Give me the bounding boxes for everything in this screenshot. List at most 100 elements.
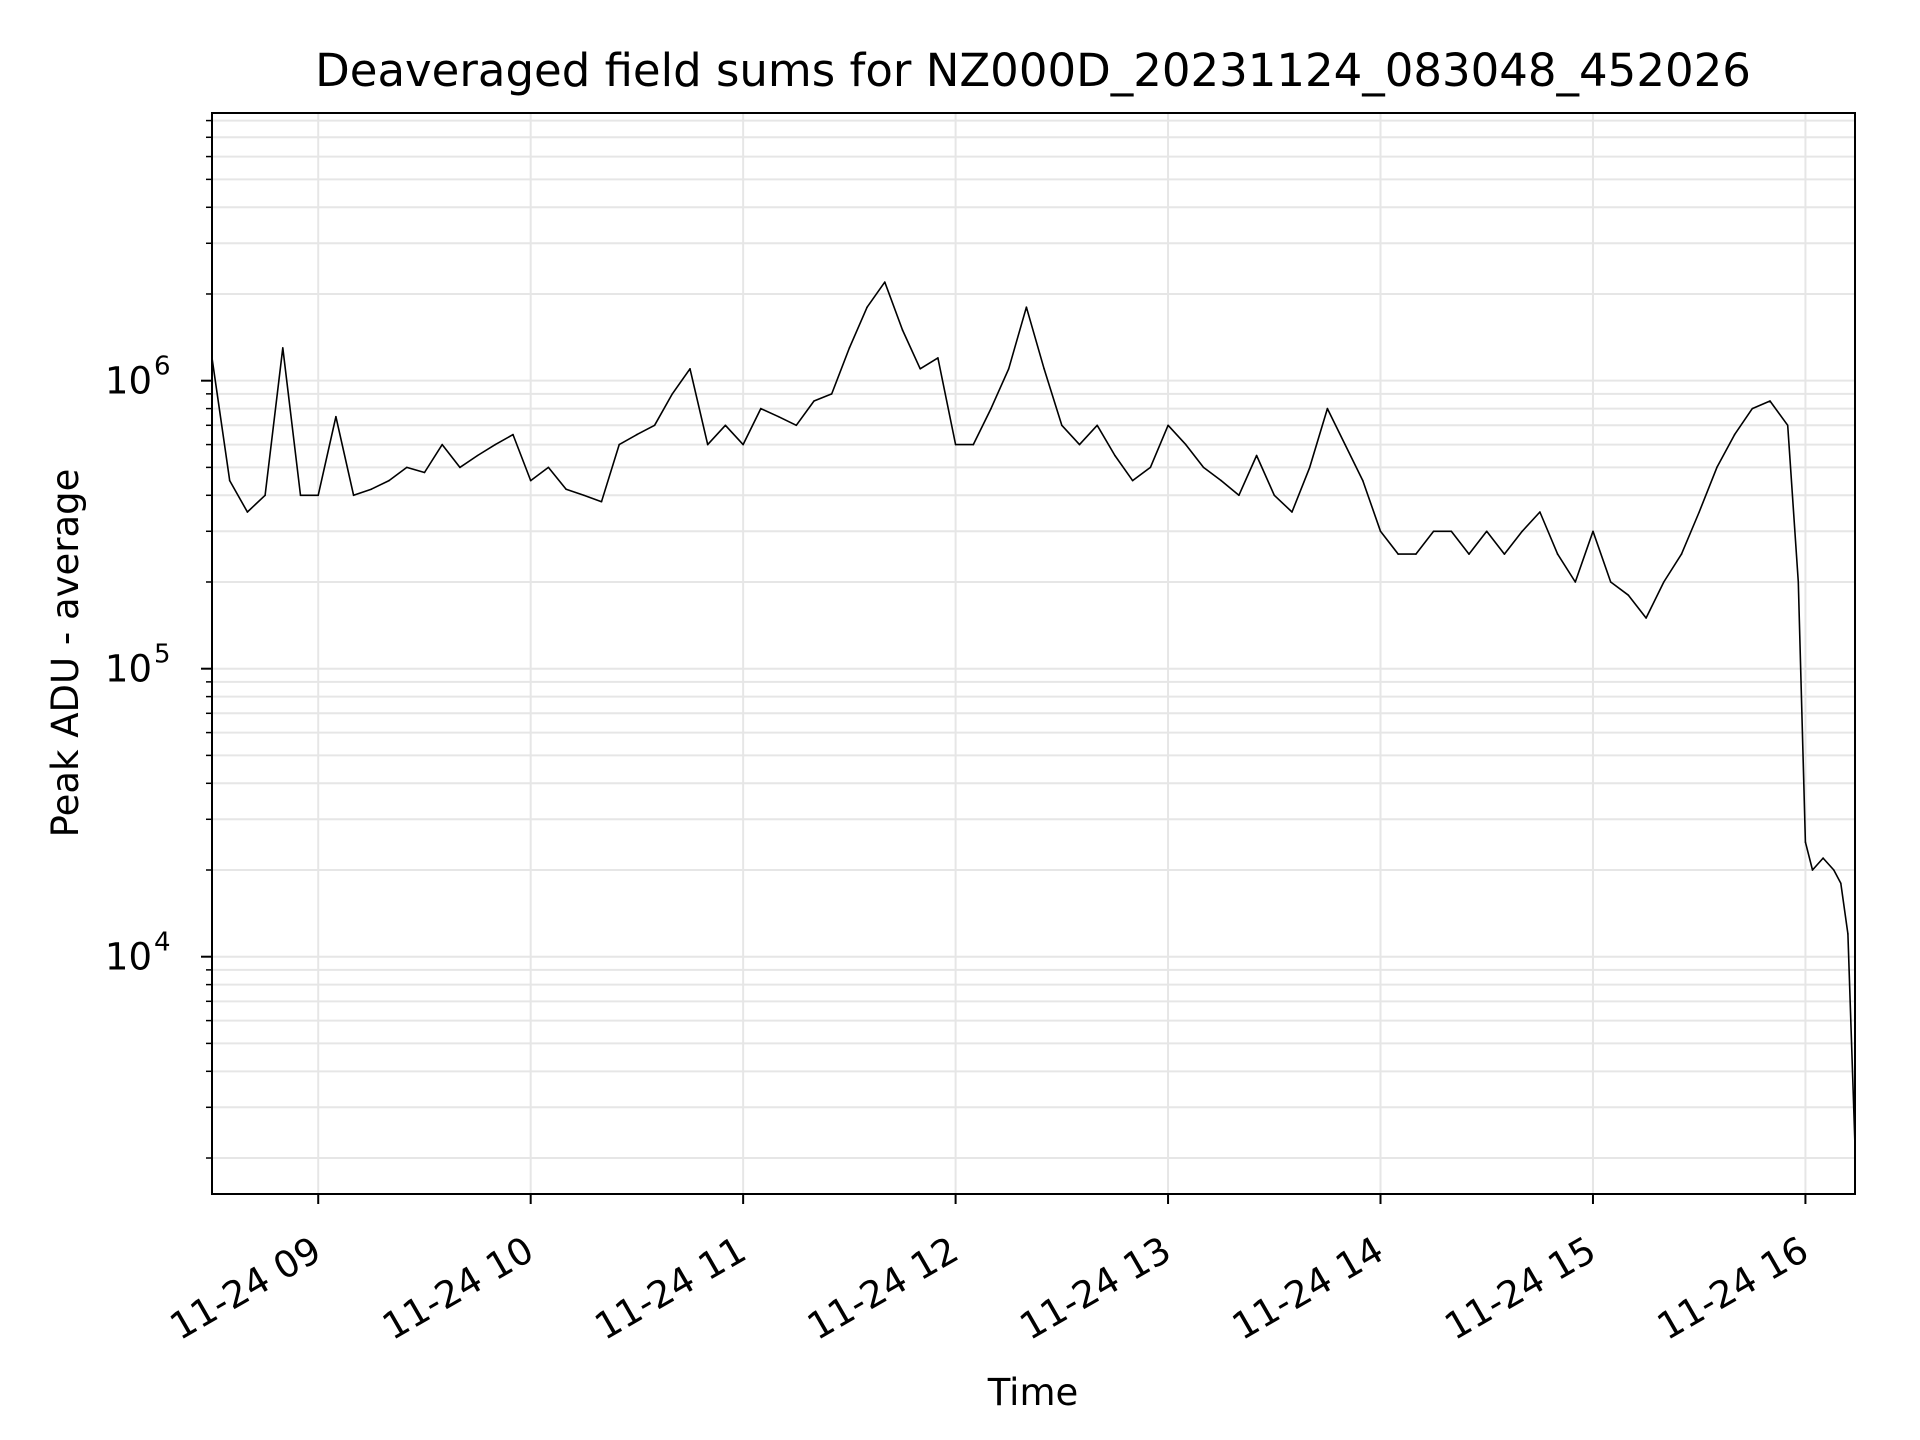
data-point bbox=[1769, 400, 1771, 402]
data-point bbox=[618, 443, 620, 446]
data-point bbox=[1751, 407, 1754, 410]
data-point bbox=[866, 306, 868, 309]
series-layer bbox=[211, 281, 1856, 1147]
data-point bbox=[1202, 466, 1205, 469]
data-point bbox=[1503, 553, 1506, 555]
data-point bbox=[1733, 433, 1736, 436]
data-point bbox=[476, 454, 479, 457]
data-point bbox=[1415, 553, 1417, 555]
data-point bbox=[1609, 581, 1612, 583]
data-point bbox=[901, 329, 904, 331]
data-point bbox=[370, 488, 373, 491]
data-point bbox=[1096, 424, 1098, 427]
x-axis-label: Time bbox=[987, 1371, 1079, 1414]
data-point bbox=[937, 357, 939, 359]
data-point bbox=[1379, 530, 1382, 533]
data-point bbox=[1627, 594, 1630, 596]
y-tick-exponent: 6 bbox=[154, 352, 171, 382]
data-point bbox=[1114, 454, 1116, 457]
data-point bbox=[246, 511, 249, 513]
data-point bbox=[1822, 857, 1824, 859]
data-point bbox=[1238, 494, 1240, 497]
data-point bbox=[512, 433, 514, 436]
data-point bbox=[1397, 553, 1399, 555]
grid-lines bbox=[212, 113, 1855, 1194]
data-point bbox=[406, 466, 408, 469]
plot-frame bbox=[211, 112, 1856, 1195]
data-point bbox=[1007, 368, 1010, 370]
y-axis-label: Peak ADU - average bbox=[44, 469, 87, 838]
data-point bbox=[1645, 617, 1647, 619]
data-point bbox=[760, 407, 762, 410]
data-point bbox=[1574, 581, 1577, 583]
data-point bbox=[1149, 466, 1152, 469]
data-point bbox=[848, 347, 851, 349]
data-point bbox=[689, 368, 691, 370]
data-point bbox=[1468, 553, 1470, 555]
y-tick-exponent: 4 bbox=[154, 928, 171, 958]
data-point bbox=[352, 494, 355, 497]
data-point bbox=[1847, 933, 1849, 935]
data-point bbox=[441, 443, 444, 446]
data-point bbox=[1797, 581, 1800, 583]
data-point bbox=[1716, 466, 1718, 469]
data-point bbox=[1833, 869, 1835, 871]
data-point bbox=[1220, 479, 1222, 482]
data-point bbox=[264, 494, 266, 497]
data-point bbox=[317, 494, 320, 497]
data-point bbox=[972, 443, 975, 446]
data-point bbox=[777, 415, 780, 418]
data-point bbox=[1185, 443, 1187, 446]
data-point bbox=[1326, 407, 1329, 410]
data-point bbox=[565, 488, 567, 491]
data-point bbox=[653, 424, 656, 427]
data-point bbox=[1592, 530, 1594, 533]
data-point bbox=[795, 424, 798, 427]
data-point bbox=[742, 443, 744, 446]
data-point bbox=[1698, 511, 1700, 513]
data-point bbox=[1291, 511, 1293, 513]
data-point bbox=[1432, 530, 1435, 533]
data-point bbox=[494, 443, 497, 446]
data-point bbox=[1061, 424, 1063, 427]
data-point bbox=[884, 281, 886, 283]
data-point bbox=[1167, 424, 1169, 427]
data-point bbox=[990, 407, 992, 410]
data-point bbox=[583, 494, 585, 497]
data-point bbox=[636, 433, 638, 436]
data-point bbox=[1663, 581, 1665, 583]
data-point bbox=[335, 415, 337, 418]
data-point bbox=[1786, 424, 1789, 427]
data-point bbox=[600, 500, 603, 503]
data-point bbox=[529, 479, 532, 482]
data-point bbox=[724, 424, 727, 427]
data-point bbox=[1840, 882, 1842, 884]
y-tick-label: 10 bbox=[105, 360, 152, 403]
data-point bbox=[1362, 479, 1364, 482]
data-point bbox=[1078, 443, 1081, 446]
data-point bbox=[1811, 869, 1814, 871]
data-point bbox=[228, 479, 231, 482]
data-point bbox=[1344, 443, 1346, 446]
data-point bbox=[1804, 841, 1807, 843]
data-point bbox=[1450, 530, 1453, 533]
data-point bbox=[919, 368, 921, 370]
data-point bbox=[1043, 368, 1045, 370]
y-tick-label: 10 bbox=[105, 648, 152, 691]
data-point bbox=[1273, 494, 1276, 497]
data-point bbox=[388, 479, 390, 482]
data-point bbox=[1521, 530, 1523, 533]
data-point bbox=[1680, 553, 1683, 555]
data-point bbox=[1308, 466, 1311, 469]
data-point bbox=[830, 393, 833, 395]
chart-title: Deaveraged field sums for NZ000D_2023112… bbox=[315, 44, 1751, 97]
data-point bbox=[671, 393, 674, 395]
data-point bbox=[1131, 479, 1134, 482]
data-point bbox=[423, 471, 426, 474]
data-point bbox=[547, 466, 550, 469]
y-tick-exponent: 5 bbox=[154, 640, 171, 670]
